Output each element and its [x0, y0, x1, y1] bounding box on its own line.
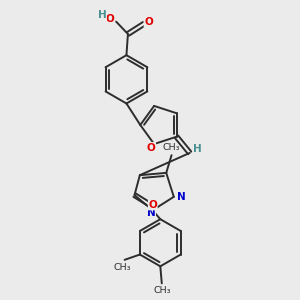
Text: N: N [147, 208, 155, 218]
Text: CH₃: CH₃ [113, 263, 131, 272]
Text: CH₃: CH₃ [163, 143, 180, 152]
Text: O: O [148, 200, 157, 210]
Text: O: O [105, 14, 114, 24]
Text: O: O [147, 142, 155, 152]
Text: H: H [193, 144, 202, 154]
Text: N: N [177, 192, 186, 202]
Text: O: O [144, 17, 153, 27]
Text: CH₃: CH₃ [153, 286, 170, 295]
Text: H: H [98, 10, 106, 20]
